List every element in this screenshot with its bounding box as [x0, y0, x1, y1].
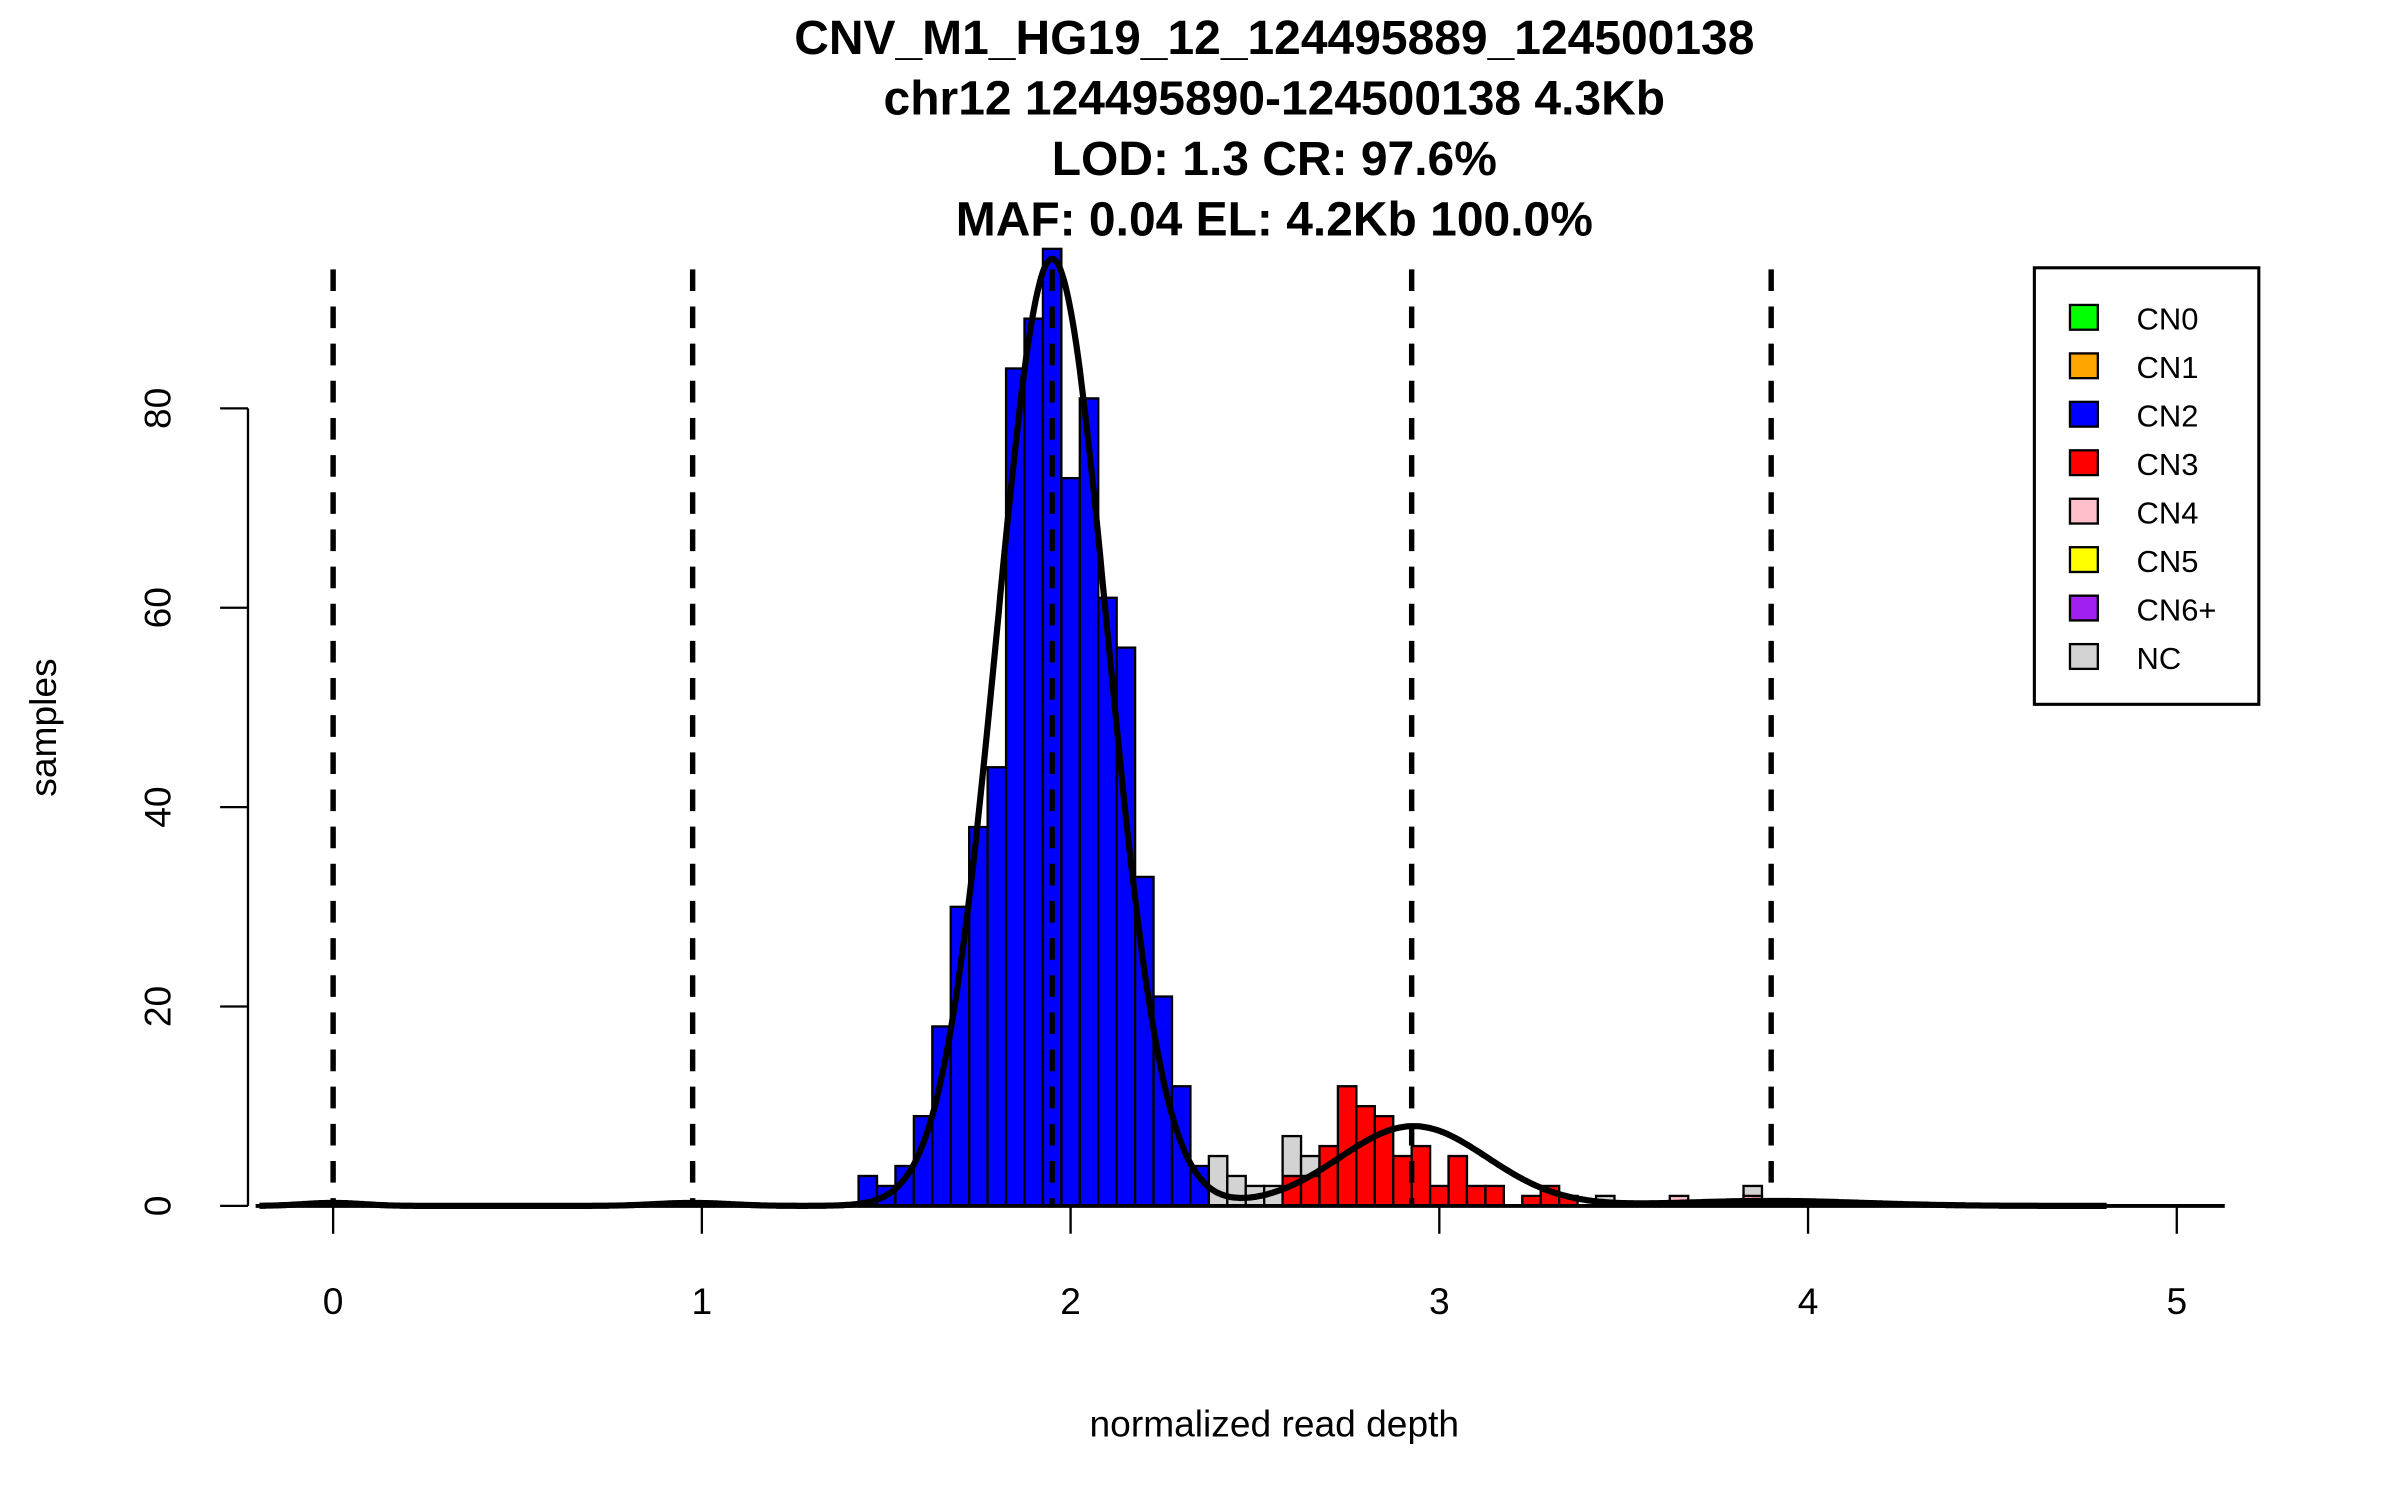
- bar-cn2: [1023, 317, 1045, 1208]
- bar-cn3: [1392, 1154, 1413, 1208]
- legend-swatch-cn0: [2068, 303, 2099, 331]
- y-tick-label: 60: [137, 587, 179, 628]
- legend-label: CN3: [2137, 447, 2199, 482]
- bar-cn2: [1060, 476, 1081, 1208]
- legend-label: CN5: [2137, 544, 2199, 579]
- legend-swatch-cn4: [2068, 497, 2099, 525]
- x-axis-label: normalized read depth: [1090, 1403, 1460, 1445]
- bar-cn2: [986, 766, 1008, 1208]
- bar-cn3: [1410, 1144, 1432, 1208]
- legend-swatch-cn3: [2068, 449, 2099, 477]
- fit-curve: [259, 255, 2107, 1209]
- x-tick-label: 1: [692, 1280, 713, 1322]
- legend-swatch-cn5: [2068, 546, 2099, 574]
- x-tick-label: 5: [2166, 1280, 2187, 1322]
- x-tick-label: 4: [1798, 1280, 1819, 1322]
- bar-cn3: [1428, 1184, 1450, 1208]
- legend-label: CN4: [2137, 496, 2199, 531]
- title-line-1: CNV_M1_HG19_12_124495889_124500138: [794, 12, 1754, 65]
- legend-box: [2032, 266, 2261, 706]
- legend-swatch-cn6plus: [2068, 594, 2099, 622]
- x-tick-label: 2: [1060, 1280, 1081, 1322]
- legend-swatch-cn1: [2068, 352, 2099, 380]
- cn-threshold-lines: [330, 269, 1774, 1206]
- y-tick-label: 80: [137, 388, 179, 429]
- legend-swatch-cn2: [2068, 400, 2099, 428]
- title-line-3: LOD: 1.3 CR: 97.6%: [1052, 133, 1497, 186]
- legend: CN0 CN1 CN2 CN3 CN4 CN5 CN6+ NC: [2032, 266, 2261, 706]
- legend-swatch-nc: [2068, 642, 2099, 671]
- y-tick-label: 40: [137, 786, 179, 827]
- axes: 0 1 2 3 4 5 0 20 40 60 80: [137, 388, 2225, 1322]
- legend-label: CN0: [2137, 302, 2199, 337]
- bar-nc: [1226, 1174, 1247, 1208]
- y-tick-label: 20: [137, 986, 179, 1027]
- x-tick-label: 0: [323, 1280, 344, 1322]
- bar-cn3: [1355, 1105, 1376, 1208]
- bar-cn3: [1318, 1144, 1340, 1208]
- title-line-4: MAF: 0.04 EL: 4.2Kb 100.0%: [956, 193, 1593, 246]
- bar-nc: [1281, 1134, 1303, 1178]
- bar-cn3: [1465, 1184, 1487, 1208]
- legend-label: CN2: [2137, 399, 2199, 434]
- y-axis-label: samples: [22, 658, 64, 796]
- bar-nc: [1742, 1184, 1764, 1198]
- chart-title: CNV_M1_HG19_12_124495889_124500138 chr12…: [794, 12, 1754, 246]
- title-line-2: chr12 124495890-124500138 4.3Kb: [884, 73, 1665, 126]
- x-tick-label: 3: [1429, 1280, 1450, 1322]
- bar-cn3: [1484, 1184, 1506, 1208]
- legend-label: CN6+: [2137, 592, 2217, 627]
- legend-label: NC: [2137, 641, 2182, 676]
- bar-cn3: [1447, 1154, 1469, 1208]
- histogram-bars: [255, 247, 2107, 1208]
- y-tick-label: 0: [137, 1196, 179, 1217]
- legend-label: CN1: [2137, 350, 2199, 385]
